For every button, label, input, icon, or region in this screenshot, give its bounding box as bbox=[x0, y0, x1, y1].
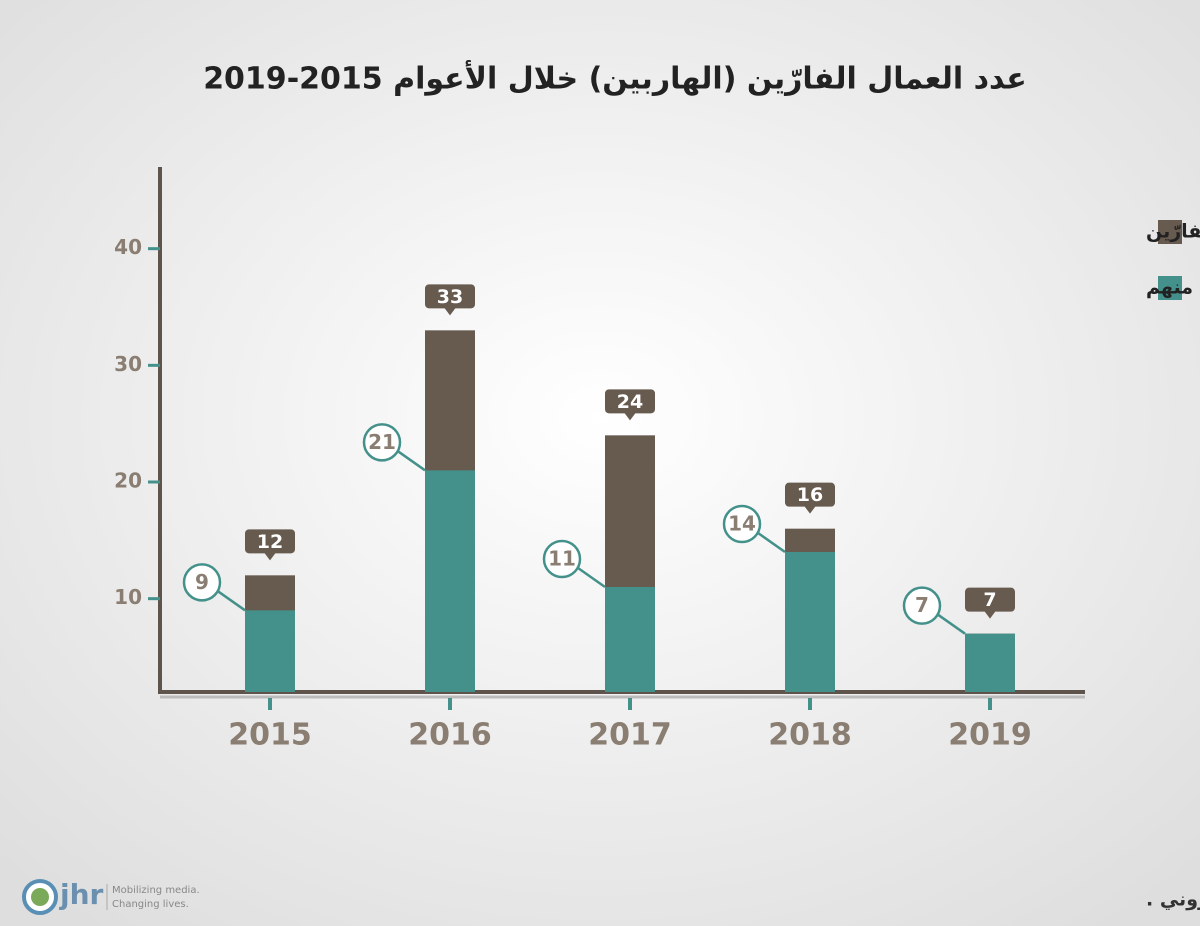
legend-swatch bbox=[1158, 276, 1182, 300]
callout-pointer bbox=[984, 610, 996, 619]
callout-box bbox=[605, 389, 655, 414]
y-tick-label: 30 bbox=[114, 352, 142, 376]
legend-label: عدد المصريين منهم bbox=[1146, 277, 1200, 299]
callout-box bbox=[785, 482, 835, 507]
value-label: 11 bbox=[548, 547, 576, 571]
leader-line bbox=[937, 613, 966, 635]
x-tick-label: 2016 bbox=[408, 718, 492, 753]
callout-box bbox=[425, 284, 475, 309]
value-circle bbox=[722, 504, 762, 544]
callout-pointer bbox=[804, 505, 816, 514]
value-circle bbox=[362, 423, 402, 462]
leader-line bbox=[397, 450, 426, 472]
leader-line bbox=[757, 531, 786, 554]
callout-box bbox=[965, 587, 1015, 612]
value-label: 33 bbox=[437, 286, 463, 308]
value-label: 7 bbox=[983, 589, 996, 611]
logo-tagline: Changing lives. bbox=[112, 899, 189, 910]
x-tick-label: 2018 bbox=[768, 718, 852, 753]
legend-swatch bbox=[1158, 220, 1182, 244]
x-tick-label: 2017 bbox=[588, 718, 672, 753]
value-label: 12 bbox=[257, 531, 283, 553]
y-tick-label: 40 bbox=[114, 235, 142, 259]
callout-pointer bbox=[444, 307, 456, 316]
value-circle bbox=[542, 539, 582, 579]
bar-egyptian bbox=[965, 633, 1015, 692]
value-label: 16 bbox=[797, 484, 823, 506]
logo-icon-core bbox=[31, 888, 49, 906]
y-tick-label: 10 bbox=[114, 585, 142, 609]
value-label: 24 bbox=[617, 391, 643, 413]
callout-pointer bbox=[264, 552, 276, 561]
leader-line bbox=[217, 590, 246, 612]
value-label: 9 bbox=[195, 570, 209, 594]
legend-label: عدد العمال الفارّين bbox=[1146, 221, 1200, 243]
x-tick-label: 2019 bbox=[948, 718, 1032, 753]
leader-line bbox=[577, 566, 606, 589]
value-circle bbox=[902, 586, 942, 625]
logo-name: jhr bbox=[59, 878, 104, 911]
callout-pointer bbox=[624, 412, 636, 421]
value-label: 7 bbox=[915, 593, 929, 617]
bar-egyptian bbox=[785, 552, 835, 692]
value-circle bbox=[182, 563, 222, 602]
logo-tagline: Mobilizing media. bbox=[112, 885, 200, 896]
value-label: 21 bbox=[368, 430, 396, 454]
y-tick-label: 20 bbox=[114, 469, 142, 493]
bar-egyptian bbox=[605, 587, 655, 692]
callout-box bbox=[245, 529, 295, 554]
source: المصدر: وزارة العمل، مديرية تكنولوجيا ال… bbox=[1146, 889, 1200, 911]
bar-egyptian bbox=[425, 470, 475, 692]
x-tick-label: 2015 bbox=[228, 718, 312, 753]
value-label: 14 bbox=[728, 512, 756, 536]
bar-egyptian bbox=[245, 610, 295, 692]
chart-title: عدد العمال الفارّين (الهاربين) خلال الأع… bbox=[203, 60, 1027, 97]
